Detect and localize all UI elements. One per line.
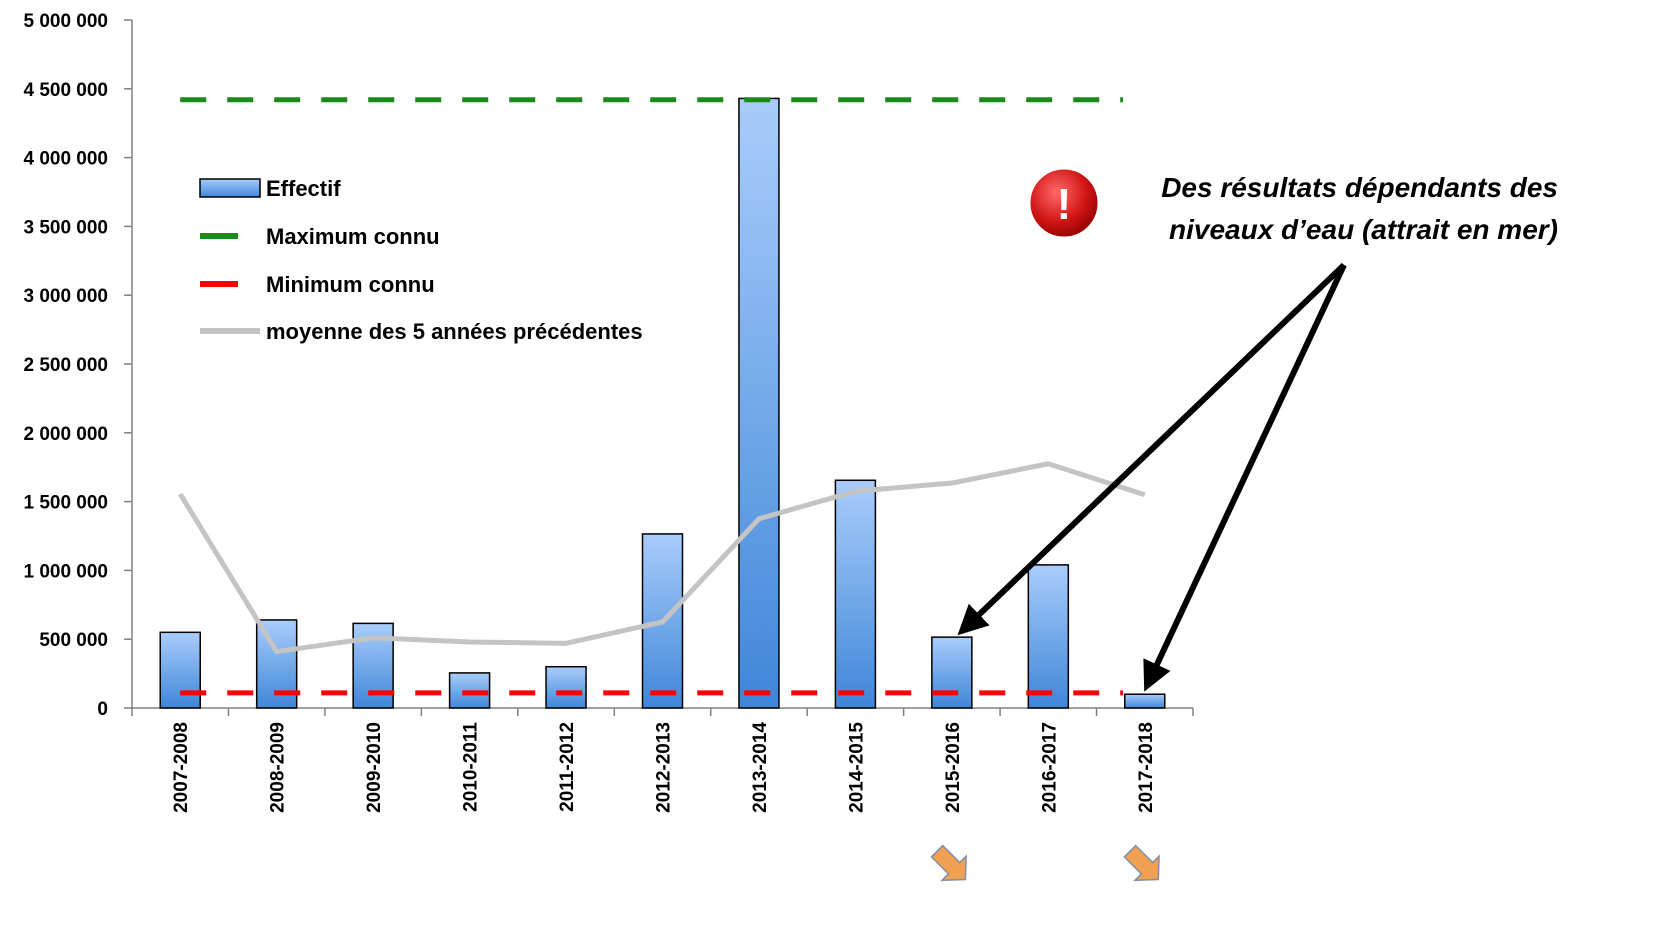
legend-swatch-effectif	[199, 178, 261, 198]
y-tick-label: 2 500 000	[23, 355, 108, 376]
x-tick-label: 2009-2010	[364, 722, 385, 813]
bar	[738, 97, 780, 709]
y-tick-label: 4 500 000	[23, 80, 108, 101]
x-tick-label: 2008-2009	[268, 722, 289, 813]
bar	[1027, 564, 1070, 709]
x-axis: 2007-2008 2008-2009 2009-2010 2010-2011 2011…	[131, 707, 1194, 813]
trend-markers	[930, 844, 1160, 882]
bar	[159, 631, 201, 709]
annotation-arrow	[1143, 263, 1347, 692]
legend-label: moyenne des 5 années précédentes	[266, 319, 643, 344]
x-tick-label: 2016-2017	[1039, 722, 1060, 813]
legend-label: Maximum connu	[266, 224, 440, 249]
x-tick-label: 2014-2015	[846, 722, 867, 813]
down-arrow-icon	[1123, 844, 1160, 882]
y-tick-label: 3 000 000	[23, 286, 108, 307]
legend: Effectif Maximum connu Minimum connu moyenn…	[199, 176, 643, 344]
x-tick-label: 2012-2013	[654, 722, 675, 813]
y-tick-label: 5 000 000	[23, 11, 108, 32]
x-tick-label: 2007-2008	[171, 722, 192, 813]
reference-lines	[180, 97, 1123, 696]
y-axis: 0 500 000 1 000 000 1 500 000 2 000 000 2 500…	[23, 11, 133, 720]
legend-label: Effectif	[266, 176, 341, 201]
x-tick-label: 2010-2011	[461, 722, 482, 812]
warning-glyph: !	[1057, 180, 1072, 229]
x-tick-label: 2013-2014	[750, 722, 771, 813]
bar	[931, 636, 973, 709]
down-arrow-icon	[930, 844, 967, 882]
down-arrow-shape	[1123, 844, 1160, 882]
annotation-text: Des résultats dépendants des	[1161, 172, 1558, 203]
average-line-series	[178, 461, 1146, 655]
y-tick-label: 3 500 000	[23, 217, 108, 238]
annotation: ! Des résultats dépendants des niveaux d’e…	[957, 166, 1558, 692]
annotation-arrow	[957, 262, 1347, 636]
y-tick-label: 4 000 000	[23, 149, 108, 170]
legend-label: Minimum connu	[266, 272, 435, 297]
y-tick-label: 2 000 000	[23, 424, 108, 445]
bar	[1124, 693, 1166, 709]
x-tick-label: 2015-2016	[943, 722, 964, 813]
y-tick-label: 1 500 000	[23, 493, 108, 514]
bar	[834, 479, 877, 709]
exclamation-warning-icon: !	[1027, 166, 1101, 240]
y-tick-label: 500 000	[39, 630, 108, 651]
down-arrow-shape	[930, 844, 967, 882]
bar	[545, 665, 587, 709]
y-tick-label: 0	[97, 699, 108, 720]
annotation-text: niveaux d’eau (attrait en mer)	[1169, 214, 1558, 245]
x-tick-label: 2017-2018	[1136, 722, 1157, 813]
average-line	[178, 461, 1146, 655]
bar-series	[159, 97, 1166, 709]
y-tick-label: 1 000 000	[23, 561, 108, 582]
x-tick-label: 2011-2012	[557, 722, 578, 812]
warning-circle	[1027, 166, 1101, 240]
